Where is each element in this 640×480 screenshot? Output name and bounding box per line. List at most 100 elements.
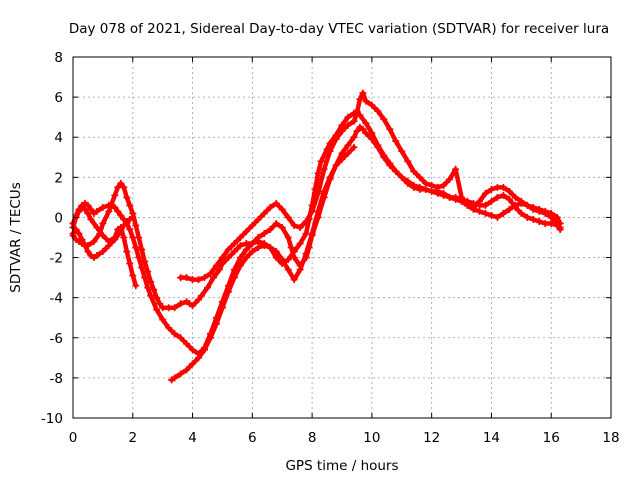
data-point: [326, 173, 334, 181]
data-point: [470, 203, 478, 211]
data-point: [296, 223, 304, 231]
data-point: [99, 231, 107, 239]
data-point: [511, 193, 519, 201]
data-point: [517, 209, 525, 217]
data-point: [290, 276, 298, 284]
data-point: [114, 207, 122, 215]
data-point: [416, 173, 424, 181]
data-point: [117, 179, 125, 187]
data-point: [201, 346, 209, 354]
data-point: [126, 260, 134, 268]
data-point: [84, 209, 92, 217]
data-point: [481, 201, 489, 209]
data-point: [132, 244, 140, 252]
data-point: [535, 217, 543, 225]
data-point: [144, 268, 152, 276]
data-point: [99, 203, 107, 211]
data-point: [380, 115, 388, 123]
data-point: [344, 113, 352, 121]
data-point: [529, 203, 537, 211]
data-point: [416, 183, 424, 191]
data-point: [481, 209, 489, 217]
data-point: [242, 240, 250, 248]
data-point: [224, 254, 232, 262]
data-point: [141, 258, 149, 266]
data-point: [105, 207, 113, 215]
data-point: [171, 330, 179, 338]
data-point: [215, 266, 223, 274]
data-point: [260, 209, 268, 217]
data-point: [368, 135, 376, 143]
data-point: [499, 209, 507, 217]
x-tick-label: 4: [188, 430, 197, 446]
data-point: [440, 189, 448, 197]
data-point: [260, 229, 268, 237]
data-point: [398, 147, 406, 155]
y-tick-label: -6: [50, 331, 63, 347]
data-point: [224, 246, 232, 254]
data-point: [206, 334, 214, 342]
data-point: [338, 121, 346, 129]
data-point: [272, 219, 280, 227]
data-point: [72, 225, 80, 233]
x-tick-label: 18: [602, 430, 619, 446]
data-point: [446, 175, 454, 183]
data-point: [99, 248, 107, 256]
y-tick-label: 0: [54, 210, 63, 226]
data-point: [206, 270, 214, 278]
x-tick-label: 16: [543, 430, 560, 446]
x-tick-label: 12: [423, 430, 440, 446]
data-point: [165, 304, 173, 312]
data-point: [135, 234, 143, 241]
data-point: [344, 149, 352, 157]
data-point: [147, 278, 155, 286]
data-point: [296, 266, 304, 274]
data-point: [212, 320, 220, 328]
data-point: [505, 195, 513, 203]
data-point: [398, 173, 406, 181]
x-tick-label: 6: [248, 430, 257, 446]
data-point: [209, 274, 217, 282]
data-point: [129, 213, 137, 221]
data-point: [177, 370, 185, 378]
data-point: [487, 211, 495, 219]
data-point: [332, 135, 340, 143]
y-tick-label: -2: [50, 251, 63, 267]
data-point: [189, 346, 197, 354]
data-point: [332, 161, 340, 169]
data-point: [446, 193, 454, 201]
data-point: [117, 211, 125, 219]
data-point: [84, 201, 92, 209]
data-point: [517, 197, 525, 205]
data-point: [320, 165, 328, 173]
data-series: [69, 89, 564, 384]
data-point: [177, 274, 185, 282]
data-point: [153, 306, 161, 314]
data-point: [493, 213, 501, 221]
data-point: [201, 274, 209, 282]
data-point: [440, 181, 448, 189]
data-point: [254, 234, 262, 241]
data-point: [254, 244, 262, 252]
data-point: [308, 229, 316, 237]
data-point: [278, 256, 286, 264]
data-point: [529, 215, 537, 223]
data-point: [428, 187, 436, 195]
data-point: [236, 254, 244, 262]
data-point: [314, 207, 322, 215]
y-tick-label: -8: [50, 371, 63, 387]
data-point: [422, 179, 430, 187]
data-point: [195, 296, 203, 304]
data-point: [230, 274, 238, 282]
data-point: [475, 197, 483, 205]
data-point: [320, 187, 328, 195]
data-point: [296, 240, 304, 248]
data-point: [392, 167, 400, 175]
data-point: [353, 109, 361, 117]
data-point: [171, 304, 179, 312]
data-point: [204, 284, 211, 292]
data-point: [452, 165, 460, 173]
x-tick-label: 0: [69, 430, 78, 446]
data-point: [553, 213, 561, 221]
data-point: [183, 340, 191, 348]
